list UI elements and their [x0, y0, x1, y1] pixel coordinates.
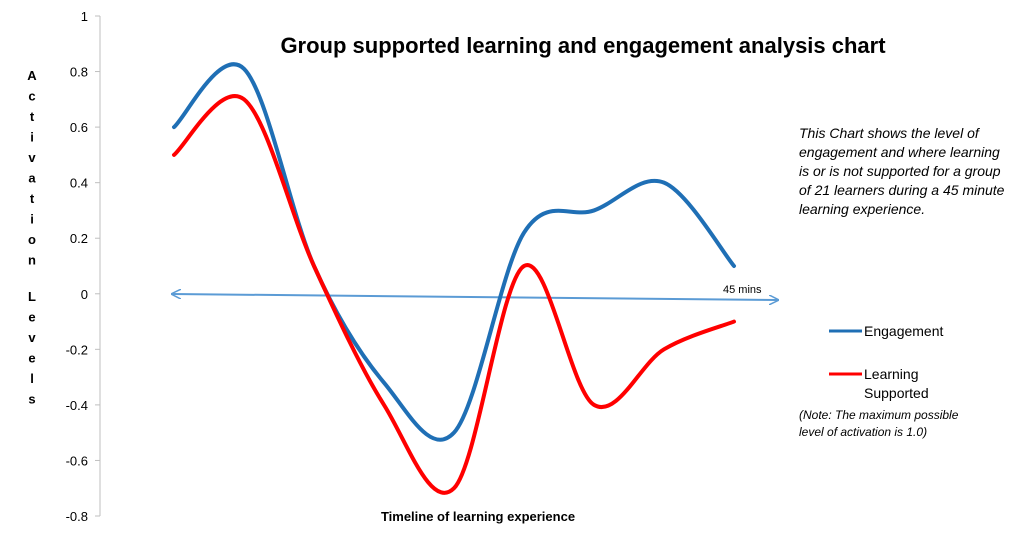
y-axis-label-letter: n: [28, 253, 36, 268]
legend: Engagement Learning Supported: [829, 323, 944, 401]
series-group: [172, 62, 736, 495]
y-tick-label: 0.8: [70, 65, 88, 80]
legend-label-learning-supported: Learning Supported: [864, 366, 929, 401]
y-tick-label: -0.2: [66, 342, 88, 357]
chart-description: This Chart shows the level of engagement…: [799, 125, 1005, 217]
chart-note: (Note: The maximum possible level of act…: [799, 408, 959, 439]
y-axis-label-letter: a: [28, 171, 36, 186]
y-axis-label-letter: L: [28, 289, 36, 304]
legend-label-engagement: Engagement: [864, 323, 944, 339]
x-axis-label: Timeline of learning experience: [381, 509, 575, 524]
y-axis-label-letter: t: [30, 191, 35, 206]
y-axis-label-letter: i: [30, 212, 34, 227]
y-axis-label-letter: t: [30, 109, 35, 124]
y-axis-label-letter: s: [28, 392, 35, 407]
y-tick-label: -0.6: [66, 453, 88, 468]
y-tick-label: 0.2: [70, 231, 88, 246]
series-line-engagement: [172, 62, 736, 442]
y-tick-label: 0: [81, 287, 88, 302]
y-axis-ticks: 1 0.8 0.6 0.4 0.2 0 -0.2 -0.4 -0.6 -0.8: [66, 9, 100, 524]
y-tick-label: -0.4: [66, 398, 88, 413]
y-axis-label-letter: l: [30, 371, 34, 386]
y-axis-label-letter: v: [28, 330, 36, 345]
y-axis-label-letter: i: [30, 130, 34, 145]
y-tick-label: 0.6: [70, 120, 88, 135]
y-tick-label: 1: [81, 9, 88, 24]
y-axis-label-letter: A: [27, 68, 37, 83]
y-axis-label-letter: o: [28, 232, 36, 247]
y-axis-label-letter: e: [28, 351, 35, 366]
series-line-learning-supported: [172, 94, 736, 495]
y-axis-label-letter: v: [28, 150, 36, 165]
y-tick-label: -0.8: [66, 509, 88, 524]
timeline-arrow: [172, 294, 778, 300]
y-axis-label-letter: e: [28, 310, 35, 325]
arrow-label-45-mins: 45 mins: [723, 284, 762, 296]
y-axis-label-letter: c: [28, 89, 35, 104]
chart-title: Group supported learning and engagement …: [280, 33, 886, 58]
y-tick-label: 0.4: [70, 176, 88, 191]
